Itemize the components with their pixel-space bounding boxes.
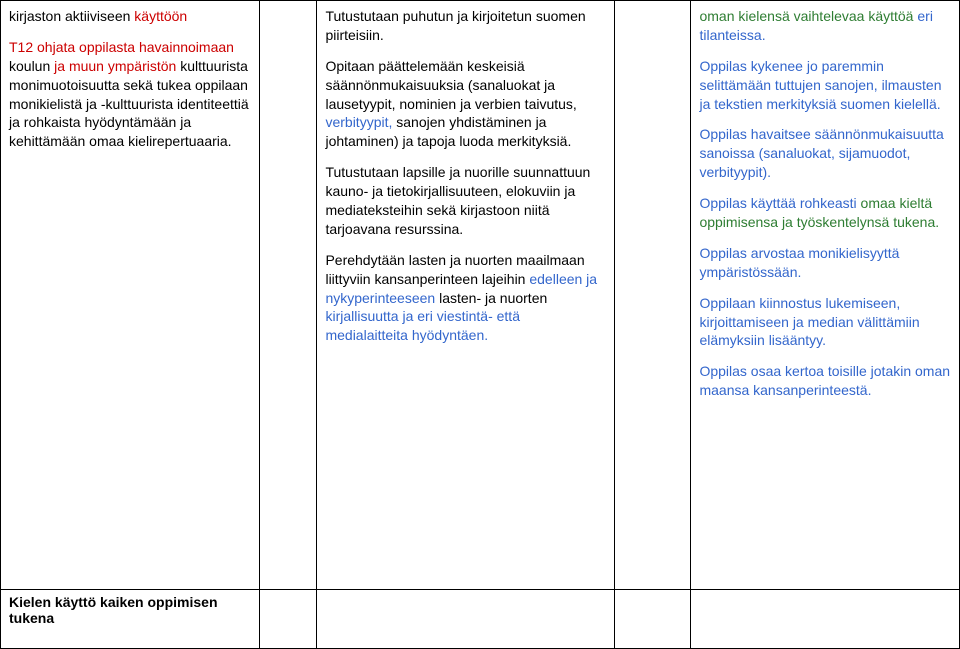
text: Opitaan päättelemään keskeisiä säännönmu… bbox=[325, 58, 576, 112]
para: Tutustutaan lapsille ja nuorille suunnat… bbox=[325, 163, 605, 239]
text-green: oman kielensä vaihtelevaa käyttöä bbox=[699, 8, 913, 24]
text-blue: verbityypit, bbox=[325, 114, 392, 130]
text-blue: Oppilas käyttää rohkeasti bbox=[699, 195, 860, 211]
text-red: käyttöön bbox=[134, 8, 187, 24]
cell-content: Tutustutaan puhutun ja kirjoitetun suome… bbox=[317, 1, 614, 590]
text-red: T12 ohjata oppilasta havainnoimaan bbox=[9, 39, 234, 55]
cell-goals: kirjaston aktiiviseen käyttöön T12 ohjat… bbox=[1, 1, 260, 590]
text-red: ja muun ympäristön bbox=[54, 58, 176, 74]
cell-empty bbox=[259, 1, 317, 590]
para: Oppilas arvostaa monikielisyyttä ympäris… bbox=[699, 244, 951, 282]
table-row: Kielen käyttö kaiken oppimisen tukena bbox=[1, 589, 960, 648]
para: Opitaan päättelemään keskeisiä säännönmu… bbox=[325, 57, 605, 151]
para: Oppilaan kiinnostus lukemiseen, kirjoitt… bbox=[699, 294, 951, 351]
cell-empty bbox=[614, 1, 691, 590]
text-blue: kirjallisuutta ja eri viestintä- että me… bbox=[325, 308, 520, 343]
para: Tutustutaan puhutun ja kirjoitetun suome… bbox=[325, 7, 605, 45]
para: kirjaston aktiiviseen käyttöön bbox=[9, 7, 251, 26]
cell-empty bbox=[614, 589, 691, 648]
para: oman kielensä vaihtelevaa käyttöä eri ti… bbox=[699, 7, 951, 45]
curriculum-table: kirjaston aktiiviseen käyttöön T12 ohjat… bbox=[0, 0, 960, 649]
para: Oppilas havaitsee säännönmukaisuutta san… bbox=[699, 125, 951, 182]
cell-empty bbox=[317, 589, 614, 648]
para: Perehdytään lasten ja nuorten maailmaan … bbox=[325, 251, 605, 345]
para: Oppilas käyttää rohkeasti omaa kieltä op… bbox=[699, 194, 951, 232]
text: koulun bbox=[9, 58, 54, 74]
cell-section-heading: Kielen käyttö kaiken oppimisen tukena bbox=[1, 589, 260, 648]
table-row: kirjaston aktiiviseen käyttöön T12 ohjat… bbox=[1, 1, 960, 590]
cell-assessment: oman kielensä vaihtelevaa käyttöä eri ti… bbox=[691, 1, 960, 590]
cell-empty bbox=[691, 589, 960, 648]
para: T12 ohjata oppilasta havainnoimaan koulu… bbox=[9, 38, 251, 151]
cell-empty bbox=[259, 589, 317, 648]
text: kirjaston aktiiviseen bbox=[9, 8, 134, 24]
para: Oppilas kykenee jo paremmin selittämään … bbox=[699, 57, 951, 114]
text: lasten- ja nuorten bbox=[435, 290, 547, 306]
section-heading: Kielen käyttö kaiken oppimisen tukena bbox=[9, 594, 218, 626]
para: Oppilas osaa kertoa toisille jotakin oma… bbox=[699, 362, 951, 400]
